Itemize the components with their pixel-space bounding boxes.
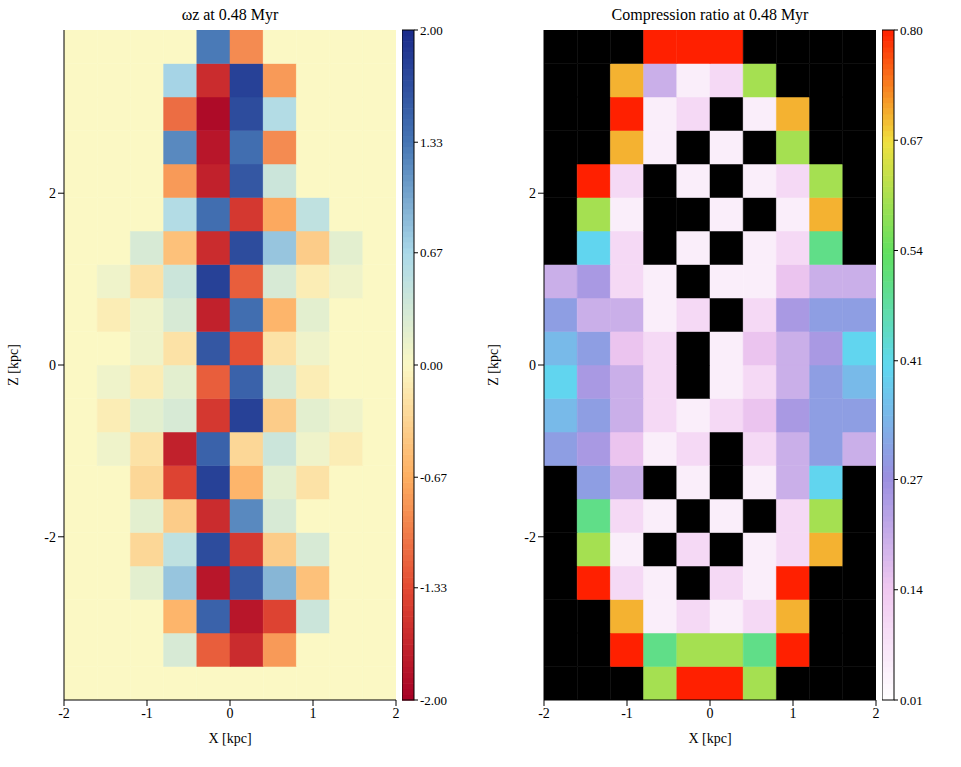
- svg-text:-1: -1: [621, 706, 633, 721]
- svg-text:-2: -2: [524, 530, 536, 545]
- svg-text:0.14: 0.14: [900, 582, 923, 597]
- svg-text:Z [kpc]: Z [kpc]: [6, 344, 21, 386]
- svg-text:0.54: 0.54: [900, 243, 923, 258]
- svg-text:-0.67: -0.67: [420, 470, 448, 485]
- svg-text:0.67: 0.67: [420, 245, 443, 260]
- svg-text:0: 0: [707, 706, 714, 721]
- svg-text:0.41: 0.41: [900, 353, 923, 368]
- svg-text:1: 1: [790, 706, 797, 721]
- html-text:ωz at 0.48 Myr: ωz at 0.48 Myr: [181, 6, 279, 23]
- svg-text:2: 2: [393, 706, 400, 721]
- svg-text:2.00: 2.00: [420, 23, 443, 38]
- svg-text:1.33: 1.33: [420, 135, 443, 150]
- svg-text:-2: -2: [58, 706, 70, 721]
- svg-text:-2.00: -2.00: [420, 693, 447, 708]
- svg-text:-1: -1: [141, 706, 153, 721]
- svg-text:Z [kpc]: Z [kpc]: [486, 344, 501, 386]
- svg-text:1: 1: [310, 706, 317, 721]
- html-text:Compression ratio at 0.48 Myr: Compression ratio at 0.48 Myr: [611, 6, 809, 23]
- svg-text:-2: -2: [44, 530, 56, 545]
- svg-text:X [kpc]: X [kpc]: [688, 731, 731, 746]
- svg-text:2: 2: [529, 186, 536, 201]
- svg-text:-2: -2: [538, 706, 550, 721]
- svg-text:0.01: 0.01: [900, 693, 923, 708]
- svg-text:0: 0: [49, 358, 56, 373]
- svg-text:0.80: 0.80: [900, 23, 923, 38]
- svg-text:2: 2: [49, 186, 56, 201]
- svg-text:0.67: 0.67: [900, 133, 923, 148]
- svg-text:0: 0: [529, 358, 536, 373]
- svg-text:0: 0: [227, 706, 234, 721]
- svg-text:0.00: 0.00: [420, 358, 443, 373]
- svg-text:2: 2: [873, 706, 880, 721]
- svg-text:0.27: 0.27: [900, 472, 923, 487]
- svg-text:-1.33: -1.33: [420, 580, 447, 595]
- svg-text:X [kpc]: X [kpc]: [208, 731, 251, 746]
